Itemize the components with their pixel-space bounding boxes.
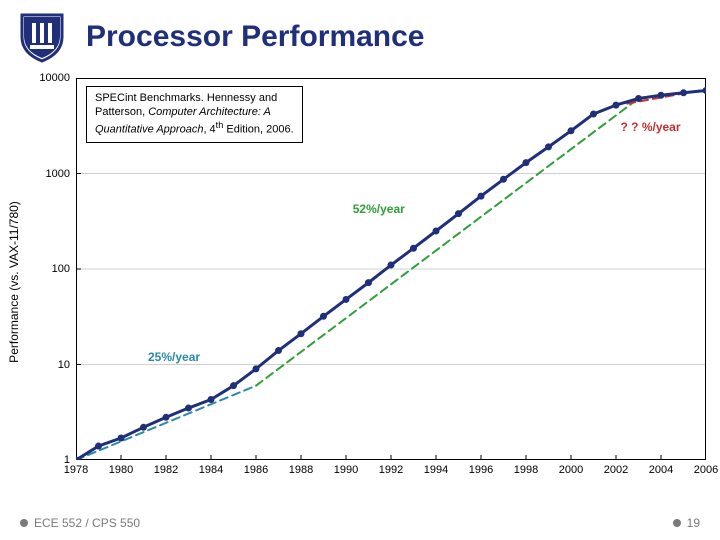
x-tick: 1988 <box>289 460 313 476</box>
page-title: Processor Performance <box>86 20 425 54</box>
x-tick: 2000 <box>559 460 583 476</box>
x-tick: 1980 <box>109 460 133 476</box>
rate-label: 25%/year <box>148 350 200 364</box>
x-tick: 1982 <box>154 460 178 476</box>
x-tick: 1978 <box>64 460 88 476</box>
x-tick: 1984 <box>199 460 223 476</box>
chart-container: Performance (vs. VAX-11/780) 11010010001… <box>14 78 712 486</box>
x-tick: 2002 <box>604 460 628 476</box>
rate-label: ? ? %/year <box>621 120 681 134</box>
x-tick: 1990 <box>334 460 358 476</box>
footer-page: 19 <box>673 516 700 530</box>
x-tick: 2006 <box>694 460 718 476</box>
x-tick: 1986 <box>244 460 268 476</box>
y-tick: 1000 <box>46 168 76 180</box>
y-axis-label: Performance (vs. VAX-11/780) <box>7 201 21 363</box>
footer-course: ECE 552 / CPS 550 <box>20 516 140 530</box>
x-tick: 1996 <box>469 460 493 476</box>
plot-region: 1101001000100001978198019821984198619881… <box>76 78 706 460</box>
x-tick: 1994 <box>424 460 448 476</box>
y-tick: 10000 <box>39 72 76 84</box>
y-tick: 100 <box>52 263 76 275</box>
x-tick: 1998 <box>514 460 538 476</box>
rate-label: 52%/year <box>353 202 405 216</box>
y-tick: 10 <box>58 359 76 371</box>
university-shield-icon <box>14 8 70 66</box>
footer: ECE 552 / CPS 550 19 <box>0 516 720 530</box>
footer-page-number: 19 <box>687 516 700 530</box>
bullet-icon <box>20 519 28 527</box>
bullet-icon <box>673 519 681 527</box>
x-tick: 1992 <box>379 460 403 476</box>
footer-course-text: ECE 552 / CPS 550 <box>34 516 140 530</box>
x-tick: 2004 <box>649 460 673 476</box>
caption-box: SPECint Benchmarks. Hennessy andPatterso… <box>86 86 303 143</box>
